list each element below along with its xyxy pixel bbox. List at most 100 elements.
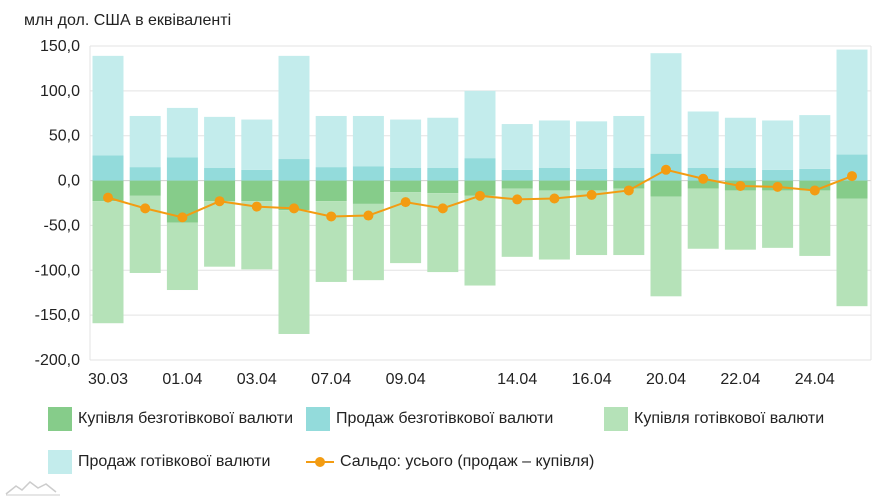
bar-noncash-purchase (390, 180, 422, 193)
bar-noncash-purchase (427, 180, 459, 194)
legend-label: Продаж готівкової валюти (78, 453, 271, 470)
bar-cash-purchase (836, 198, 868, 307)
bar-cash-purchase (92, 201, 124, 324)
bar-noncash-sale (390, 168, 422, 181)
balance-point (623, 185, 634, 196)
legend-label: Купівля готівкової валюти (634, 410, 825, 427)
x-tick-label: 16.04 (572, 371, 612, 388)
balance-point (251, 201, 262, 212)
bar-cash-sale (799, 115, 831, 169)
legend-swatch (48, 450, 72, 474)
bar-noncash-sale (538, 168, 570, 181)
bar-cash-sale (204, 116, 236, 169)
y-tick-label: -150,0 (35, 307, 80, 324)
y-tick-label: 100,0 (40, 83, 80, 100)
balance-point (437, 203, 448, 214)
bar-cash-sale (724, 117, 756, 169)
bar-cash-purchase (278, 210, 310, 334)
bar-cash-sale (501, 124, 533, 170)
bar-cash-purchase (464, 195, 496, 286)
balance-point (289, 203, 299, 214)
balance-point (214, 196, 225, 207)
bar-cash-purchase (204, 201, 236, 267)
x-tick-label: 30.03 (88, 371, 128, 388)
bar-cash-purchase (724, 190, 756, 250)
balance-point (326, 211, 337, 222)
balance-point (735, 180, 746, 191)
bar-cash-sale (278, 55, 310, 160)
balance-point (549, 193, 560, 204)
bar-cash-sale (687, 111, 719, 169)
legend-line-swatch (306, 450, 334, 474)
bar-noncash-sale (762, 169, 794, 181)
bar-noncash-purchase (241, 180, 273, 202)
bar-noncash-sale (166, 157, 198, 181)
bar-noncash-purchase (613, 180, 645, 189)
legend-item-noncash-purchase: Купівля безготівкової валюти (48, 406, 293, 432)
bar-noncash-sale (315, 167, 347, 181)
bar-noncash-sale (613, 168, 645, 181)
y-tick-labels: 150,0 100,0 50,0 0,0 -50,0 -100,0 -150,0 -200,0 (35, 38, 80, 369)
bar-noncash-purchase (538, 180, 570, 191)
legend-item-noncash-sale: Продаж безготівкової валюти (306, 406, 553, 432)
bar-noncash-sale (241, 169, 273, 181)
bars (92, 49, 868, 334)
bar-noncash-purchase (650, 180, 682, 197)
y-tick-label: 50,0 (49, 128, 80, 145)
balance-point (586, 189, 597, 200)
bar-noncash-sale (724, 168, 756, 181)
bar-noncash-sale (129, 167, 161, 181)
balance-point (177, 212, 188, 223)
x-tick-label: 09.04 (386, 371, 426, 388)
y-tick-label: -100,0 (35, 262, 80, 279)
balance-point (103, 192, 113, 203)
legend-item-cash-purchase: Купівля готівкової валюти (604, 406, 824, 432)
bar-cash-purchase (799, 190, 831, 256)
bar-noncash-purchase (204, 180, 236, 202)
bar-cash-sale (390, 119, 422, 169)
bar-noncash-purchase (129, 180, 161, 196)
x-tick-label: 22.04 (720, 371, 760, 388)
bar-noncash-sale (501, 169, 533, 181)
bar-cash-sale (538, 120, 570, 169)
logo-icon (5, 481, 60, 496)
bar-noncash-sale (799, 168, 831, 181)
bar-noncash-sale (352, 166, 384, 181)
bar-noncash-sale (92, 155, 124, 181)
x-tick-label: 20.04 (646, 371, 686, 388)
legend-item-cash-sale: Продаж готівкової валюти (48, 449, 270, 475)
bar-cash-sale (650, 53, 682, 154)
unit-label: млн дол. США в еквіваленті (24, 12, 232, 29)
balance-point (847, 171, 857, 182)
bar-noncash-purchase (576, 180, 608, 191)
bar-cash-sale (166, 107, 198, 158)
legend-item-balance: Сальдо: усього (продаж – купівля) (306, 449, 594, 475)
balance-point (400, 197, 411, 208)
bar-noncash-purchase (315, 180, 347, 202)
bar-cash-purchase (650, 196, 682, 297)
x-tick-label: 14.04 (497, 371, 537, 388)
y-tick-label: -50,0 (44, 217, 81, 234)
bar-cash-sale (613, 115, 645, 169)
bar-cash-purchase (613, 188, 645, 256)
balance-point (809, 185, 820, 196)
bar-noncash-purchase (687, 180, 719, 189)
balance-point (512, 194, 523, 205)
bar-cash-sale (464, 90, 496, 159)
legend-label: Сальдо: усього (продаж – купівля) (340, 453, 595, 470)
bar-noncash-sale (576, 168, 608, 181)
bar-cash-sale (315, 115, 347, 168)
bar-noncash-sale (278, 159, 310, 181)
balance-point (140, 203, 151, 214)
legend-swatch (604, 407, 628, 431)
bar-cash-sale (352, 115, 384, 167)
bar-noncash-sale (464, 158, 496, 181)
bar-noncash-sale (204, 168, 236, 181)
bar-noncash-purchase (836, 180, 868, 199)
legend-label: Купівля безготівкової валюти (78, 410, 294, 427)
balance-point (475, 190, 485, 201)
legend-label: Продаж безготівкової валюти (336, 410, 554, 427)
x-tick-label: 03.04 (237, 371, 277, 388)
bar-cash-sale (241, 119, 273, 170)
x-tick-label: 24.04 (795, 371, 835, 388)
